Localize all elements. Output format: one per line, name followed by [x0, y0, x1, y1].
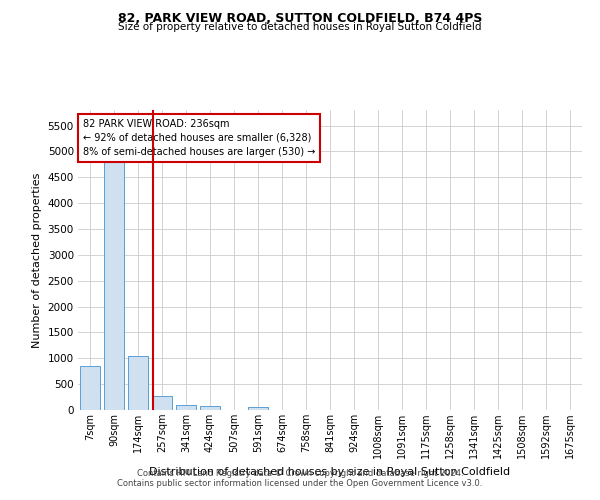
Text: Contains HM Land Registry data © Crown copyright and database right 2024.: Contains HM Land Registry data © Crown c…	[137, 468, 463, 477]
Bar	[128, 356, 148, 410]
Bar	[200, 406, 220, 410]
X-axis label: Distribution of detached houses by size in Royal Sutton Coldfield: Distribution of detached houses by size …	[149, 466, 511, 476]
Text: 82 PARK VIEW ROAD: 236sqm
← 92% of detached houses are smaller (6,328)
8% of sem: 82 PARK VIEW ROAD: 236sqm ← 92% of detac…	[83, 119, 316, 157]
Bar	[176, 406, 196, 410]
Bar	[152, 396, 172, 410]
Bar	[80, 366, 100, 410]
Text: 82, PARK VIEW ROAD, SUTTON COLDFIELD, B74 4PS: 82, PARK VIEW ROAD, SUTTON COLDFIELD, B7…	[118, 12, 482, 26]
Text: Size of property relative to detached houses in Royal Sutton Coldfield: Size of property relative to detached ho…	[118, 22, 482, 32]
Bar	[104, 126, 124, 410]
Text: Contains public sector information licensed under the Open Government Licence v3: Contains public sector information licen…	[118, 478, 482, 488]
Bar	[248, 407, 268, 410]
Y-axis label: Number of detached properties: Number of detached properties	[32, 172, 42, 348]
